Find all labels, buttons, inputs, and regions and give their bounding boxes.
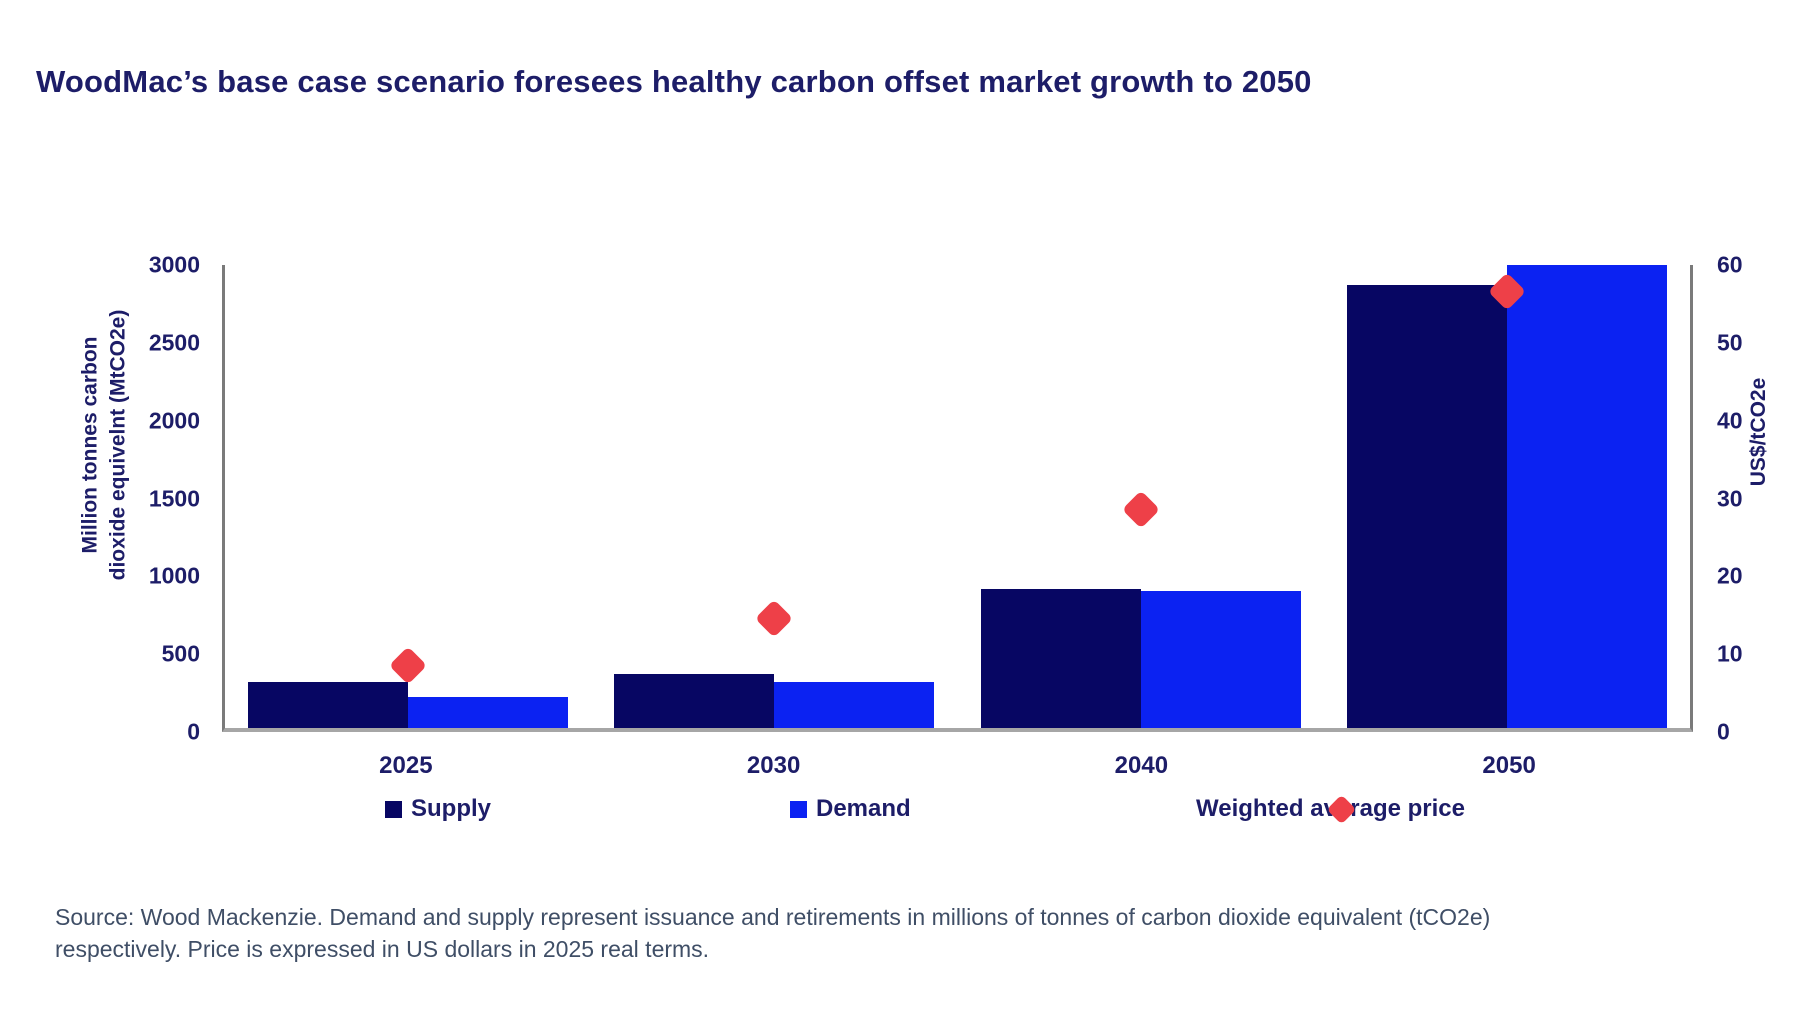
right-axis-ticks: 0 10 20 30 40 50 60 bbox=[1717, 252, 1800, 745]
axis-tick-label: 1500 bbox=[148, 485, 200, 511]
axis-tick-label: 0 bbox=[187, 718, 200, 745]
bar-group-2050 bbox=[1324, 265, 1690, 728]
left-axis-title-line1: Million tonnes carbon bbox=[78, 336, 102, 554]
source-note: Source: Wood Mackenzie. Demand and suppl… bbox=[55, 901, 1705, 965]
axis-tick-label: 2500 bbox=[148, 329, 200, 356]
axis-tick-label: 20 bbox=[1717, 562, 1743, 589]
axis-tick-label: 2000 bbox=[148, 407, 200, 434]
bar-group-2030 bbox=[591, 265, 957, 728]
axis-tick-label: 30 bbox=[1717, 485, 1743, 511]
axis-tick-label: 3000 bbox=[148, 251, 200, 278]
x-axis-label-2030: 2030 bbox=[746, 752, 801, 779]
legend-label-supply: Supply bbox=[411, 795, 492, 822]
supply-bar-2030 bbox=[614, 673, 775, 728]
bar-group-2025 bbox=[225, 265, 591, 728]
axis-tick-label: 60 bbox=[1717, 251, 1743, 278]
legend-item-price: Weighted average price bbox=[1196, 794, 1465, 824]
demand-swatch-icon bbox=[790, 800, 807, 818]
source-note-line2: respectively. Price is expressed in US d… bbox=[55, 936, 710, 963]
legend: Supply Demand Weighted average price bbox=[0, 794, 1800, 829]
x-axis-label-2050: 2050 bbox=[1482, 752, 1536, 779]
price-marker-2025 bbox=[389, 646, 428, 685]
demand-bar-2050 bbox=[1506, 265, 1667, 728]
supply-swatch-icon bbox=[385, 800, 402, 818]
axis-tick-label: 1000 bbox=[148, 562, 200, 589]
price-marker-2030 bbox=[755, 599, 794, 638]
right-axis-title: US$/tCO2e bbox=[1746, 377, 1770, 487]
price-marker-2040 bbox=[1121, 490, 1160, 529]
x-axis-labels: 2025 2030 2040 2050 bbox=[222, 752, 1693, 782]
demand-bar-2030 bbox=[774, 681, 935, 728]
axis-tick-label: 10 bbox=[1717, 640, 1743, 667]
x-axis-label-2025: 2025 bbox=[379, 752, 433, 779]
source-note-line1: Source: Wood Mackenzie. Demand and suppl… bbox=[55, 904, 1491, 930]
left-axis-ticks: 0 500 1000 1500 2000 2500 3000 bbox=[104, 252, 200, 745]
supply-bar-2025 bbox=[248, 681, 409, 728]
axis-tick-label: 40 bbox=[1717, 407, 1743, 434]
axis-tick-label: 0 bbox=[1717, 718, 1730, 745]
supply-bar-2040 bbox=[980, 589, 1141, 728]
x-axis-label-2040: 2040 bbox=[1114, 752, 1169, 779]
plot-area bbox=[222, 265, 1693, 732]
legend-label-demand: Demand bbox=[816, 795, 911, 822]
legend-item-demand: Demand bbox=[790, 795, 911, 823]
legend-item-supply: Supply bbox=[385, 795, 491, 823]
bar-group-2040 bbox=[958, 265, 1324, 728]
chart-title: WoodMac’s base case scenario foresees he… bbox=[36, 64, 1312, 99]
supply-bar-2050 bbox=[1346, 285, 1507, 728]
demand-bar-2025 bbox=[408, 697, 569, 728]
axis-tick-label: 500 bbox=[161, 640, 200, 667]
axis-tick-label: 50 bbox=[1717, 329, 1743, 356]
demand-bar-2040 bbox=[1140, 590, 1301, 728]
